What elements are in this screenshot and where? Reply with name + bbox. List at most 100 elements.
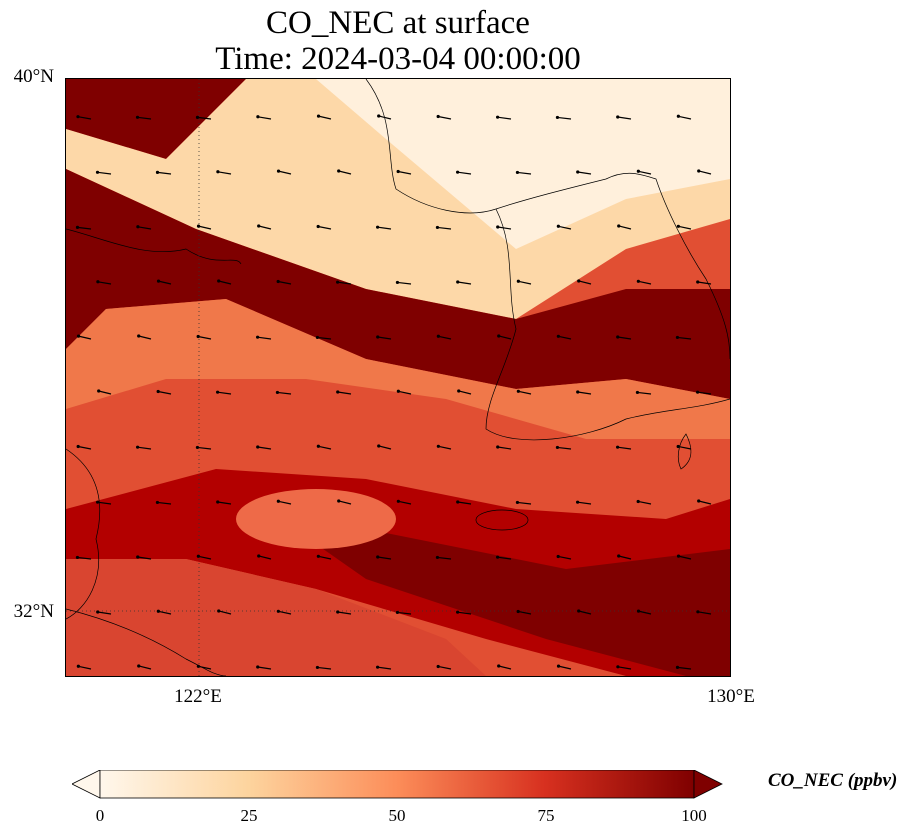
wind-arrow: [137, 446, 152, 450]
wind-arrow: [697, 611, 712, 615]
wind-arrow-head: [95, 170, 100, 174]
wind-arrow-head: [497, 334, 501, 338]
lon-label-122e: 122°E: [174, 686, 222, 707]
wind-arrow-head: [195, 115, 200, 119]
wind-arrow-head: [456, 500, 460, 504]
wind-arrow: [457, 281, 472, 285]
lat-label-32n: 32°N: [13, 601, 54, 622]
wind-arrow-head: [377, 444, 381, 448]
wind-arrow-head: [156, 609, 160, 613]
wind-arrow-head: [435, 555, 440, 560]
wind-arrow-head: [496, 225, 500, 229]
wind-arrow-head: [156, 389, 160, 394]
wind-arrow: [377, 336, 392, 340]
wind-arrow: [98, 390, 112, 395]
wind-arrow: [557, 446, 572, 450]
wind-arrow: [318, 445, 332, 450]
wind-arrow-head: [616, 115, 620, 119]
wind-arrow: [518, 280, 532, 285]
wind-arrow-head: [96, 500, 100, 504]
wind-arrow: [618, 225, 632, 230]
wind-arrow: [138, 665, 152, 670]
wind-arrow: [457, 501, 472, 505]
wind-arrow: [617, 336, 632, 340]
lowest-co-region: [316, 79, 730, 249]
wind-arrow-head: [337, 169, 341, 173]
map-panel[interactable]: [65, 78, 731, 677]
wind-arrow: [78, 665, 92, 670]
wind-arrow-head: [577, 609, 581, 613]
wind-arrow: [377, 666, 392, 670]
tsushima-island: [677, 433, 692, 470]
coastline-shandong: [66, 228, 242, 265]
wind-arrow: [77, 116, 92, 120]
yangtze-estuary: [66, 608, 227, 676]
wind-arrow: [437, 556, 452, 560]
wind-arrow: [397, 611, 412, 615]
wind-arrow: [318, 225, 332, 230]
wind-arrow: [257, 446, 272, 450]
wind-arrow-head: [676, 224, 680, 228]
wind-arrow-head: [276, 609, 280, 613]
wind-arrow: [378, 115, 392, 120]
wind-arrow: [157, 171, 172, 175]
wind-arrow: [638, 610, 652, 615]
colorbar-gradient: [99, 770, 695, 799]
wind-arrow-head: [555, 115, 560, 120]
wind-arrow: [398, 390, 412, 395]
wind-arrow-head: [577, 279, 581, 283]
wind-arrow: [97, 501, 112, 505]
wind-arrow-head: [156, 279, 161, 283]
wind-arrow-head: [436, 114, 440, 119]
wind-arrow-head: [496, 555, 500, 559]
colorbar: [72, 770, 723, 799]
wind-arrow: [398, 500, 412, 505]
wind-arrow-head: [196, 334, 200, 339]
wind-arrow: [637, 391, 652, 395]
wind-arrow: [437, 226, 452, 230]
colorbar-min-extend: [72, 770, 101, 799]
wind-arrow-head: [696, 280, 700, 284]
mid-co-band: [66, 299, 730, 439]
wind-arrow: [78, 445, 92, 450]
wind-arrow-head: [396, 499, 400, 503]
wind-arrow-head: [196, 554, 200, 558]
wind-arrow: [578, 280, 592, 285]
wind-arrow: [677, 666, 692, 670]
wind-arrow: [618, 555, 632, 560]
wind-arrow-head: [376, 665, 380, 669]
map-title: CO_NEC at surface: [266, 5, 530, 41]
wind-arrow-head: [636, 499, 640, 504]
wind-arrow: [337, 611, 352, 615]
wind-arrow: [438, 115, 452, 120]
wind-arrow-head: [576, 500, 580, 504]
wind-arrow: [438, 665, 452, 670]
wind-arrow-head: [636, 169, 640, 173]
wind-arrow-head: [555, 445, 560, 450]
wind-arrow-head: [516, 389, 520, 393]
wind-arrow: [498, 665, 512, 670]
wind-arrow: [197, 446, 212, 450]
wind-arrow-head: [436, 664, 440, 669]
wind-arrow-head: [256, 445, 260, 449]
wind-arrow: [317, 666, 332, 670]
wind-arrow: [277, 391, 292, 395]
wind-arrow: [638, 280, 652, 285]
wind-arrow-head: [336, 280, 340, 284]
wind-arrow: [258, 225, 272, 230]
wind-arrow-head: [556, 334, 560, 338]
wind-arrow-head: [76, 115, 80, 119]
wind-arrow-head: [256, 115, 260, 119]
wind-arrow-head: [316, 114, 321, 118]
wind-arrow-head: [676, 554, 681, 558]
mid-co-region-sw: [66, 559, 486, 676]
wind-arrow-head: [316, 224, 320, 229]
wind-arrow-head: [256, 335, 260, 339]
wind-arrow: [137, 116, 152, 120]
wind-arrow: [78, 335, 92, 340]
wind-arrow: [698, 170, 712, 175]
wind-arrow: [217, 391, 232, 395]
wind-arrow-head: [376, 555, 380, 559]
wind-arrow: [278, 610, 292, 615]
colorbar-tick-25: 25: [240, 806, 258, 825]
